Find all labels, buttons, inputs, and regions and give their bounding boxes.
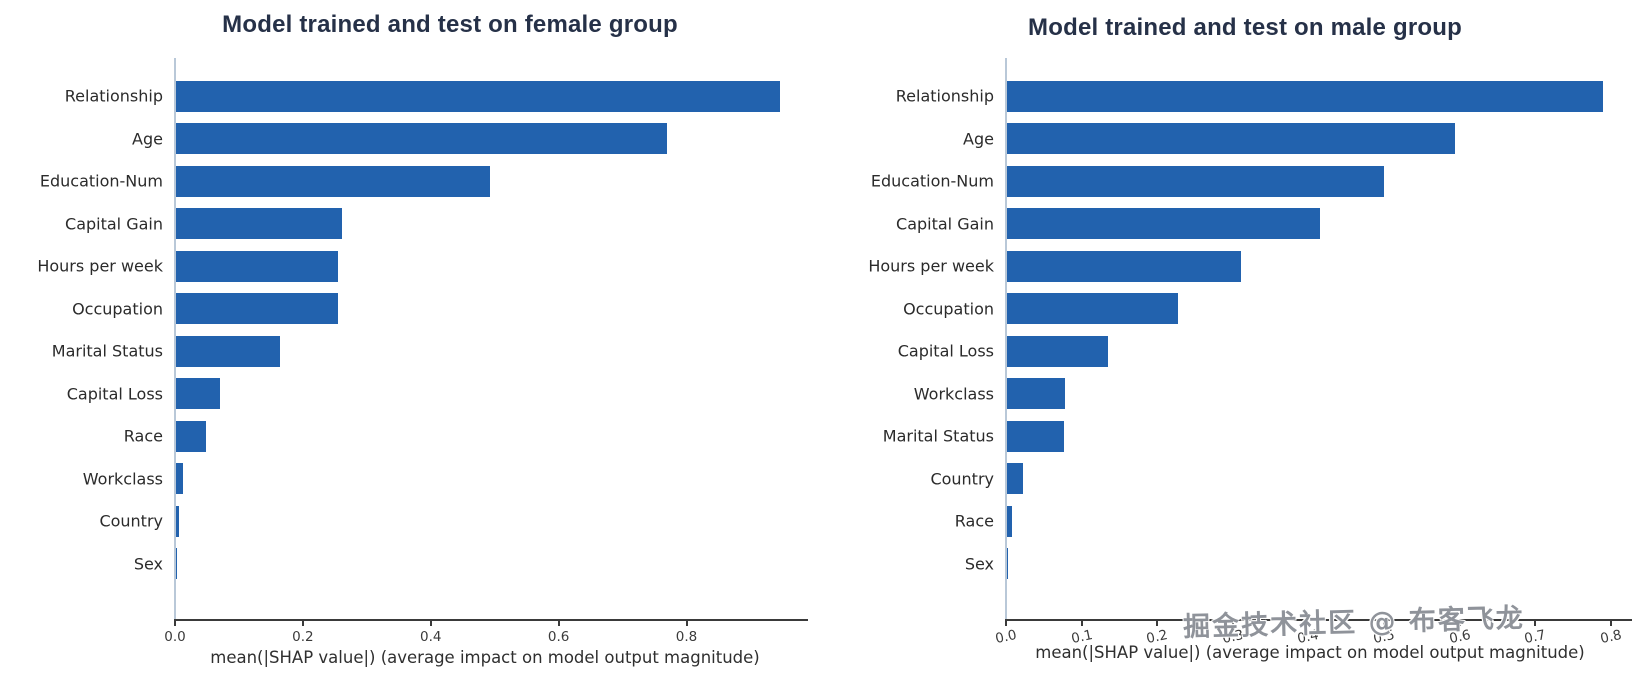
category-label-marital-status: Marital Status bbox=[882, 426, 994, 446]
category-label-relationship: Relationship bbox=[64, 86, 163, 106]
x-tick-mark bbox=[1156, 621, 1159, 626]
x-tick-label: 0.2 bbox=[292, 629, 314, 645]
bar-sex bbox=[1007, 548, 1008, 579]
category-label-capital-gain: Capital Gain bbox=[896, 214, 994, 233]
bar-marital-status bbox=[176, 335, 280, 367]
bar-relationship bbox=[176, 80, 780, 112]
x-tick-label: 0.8 bbox=[675, 629, 698, 645]
x-axis-label-male: mean(|SHAP value|) (average impact on mo… bbox=[1035, 643, 1585, 662]
bar-capital-gain bbox=[176, 208, 342, 239]
category-label-sex: Sex bbox=[964, 554, 994, 573]
x-axis-line bbox=[174, 619, 808, 621]
bar-country bbox=[1007, 463, 1023, 494]
x-tick-mark bbox=[1005, 621, 1007, 626]
category-label-capital-loss: Capital Loss bbox=[66, 384, 163, 403]
category-label-country: Country bbox=[99, 511, 163, 531]
bar-occupation bbox=[176, 293, 339, 324]
x-axis-label-female: mean(|SHAP value|) (average impact on mo… bbox=[210, 648, 760, 667]
category-label-occupation: Occupation bbox=[72, 299, 163, 318]
x-tick-label: 0.4 bbox=[420, 629, 442, 645]
x-tick-mark bbox=[1609, 621, 1612, 626]
x-tick-mark bbox=[1458, 621, 1461, 626]
category-label-sex: Sex bbox=[133, 554, 163, 573]
x-tick-mark bbox=[301, 621, 304, 626]
bar-workclass bbox=[1007, 378, 1066, 409]
x-tick-mark bbox=[557, 621, 560, 626]
x-tick-mark bbox=[1307, 621, 1310, 626]
bar-capital-loss bbox=[176, 378, 221, 409]
category-label-hours-per-week: Hours per week bbox=[868, 256, 994, 276]
category-label-race: Race bbox=[954, 511, 994, 531]
category-label-country: Country bbox=[930, 469, 994, 488]
x-tick-mark bbox=[429, 621, 432, 626]
category-label-occupation: Occupation bbox=[903, 299, 994, 318]
bar-hours-per-week bbox=[176, 250, 339, 282]
y-axis-spine bbox=[1005, 58, 1007, 620]
bar-marital-status bbox=[1007, 420, 1064, 452]
category-label-relationship: Relationship bbox=[895, 86, 994, 106]
x-tick-mark bbox=[174, 621, 176, 626]
x-tick-mark bbox=[1383, 621, 1386, 626]
category-label-workclass: Workclass bbox=[82, 469, 163, 488]
category-label-workclass: Workclass bbox=[913, 384, 994, 403]
bar-country bbox=[176, 505, 179, 537]
plot-area-male: Relationship Age Education-Num Capital Gain… bbox=[868, 58, 1632, 647]
bar-workclass bbox=[176, 463, 184, 494]
bar-capital-gain bbox=[1007, 208, 1320, 239]
y-axis-spine bbox=[174, 58, 176, 620]
bar-age bbox=[1007, 123, 1456, 154]
category-label-marital-status: Marital Status bbox=[51, 341, 163, 361]
category-label-education-num: Education-Num bbox=[870, 171, 994, 191]
bar-education-num bbox=[176, 165, 490, 197]
x-tick-mark bbox=[1534, 621, 1537, 626]
chart-title-female: Model trained and test on female group bbox=[222, 11, 678, 38]
category-label-hours-per-week: Hours per week bbox=[37, 256, 163, 276]
category-label-age: Age bbox=[132, 129, 163, 148]
bar-race bbox=[176, 420, 207, 452]
x-tick-mark bbox=[685, 621, 688, 626]
x-tick-label: 0.6 bbox=[547, 629, 570, 645]
category-label-education-num: Education-Num bbox=[39, 171, 163, 191]
bar-sex bbox=[176, 548, 177, 579]
bar-capital-loss bbox=[1007, 335, 1109, 367]
x-tick-mark bbox=[1080, 621, 1083, 626]
bar-race bbox=[1007, 505, 1013, 537]
x-tick-label: 0.0 bbox=[164, 629, 186, 645]
category-label-race: Race bbox=[123, 426, 163, 446]
category-label-age: Age bbox=[963, 129, 994, 148]
bar-education-num bbox=[1007, 165, 1384, 197]
x-axis-line bbox=[1005, 619, 1632, 621]
bar-age bbox=[176, 123, 668, 154]
category-label-capital-loss: Capital Loss bbox=[897, 341, 994, 361]
chart-title-male: Model trained and test on male group bbox=[1028, 14, 1462, 41]
x-tick-mark bbox=[1231, 621, 1234, 626]
category-label-capital-gain: Capital Gain bbox=[65, 214, 163, 233]
bar-hours-per-week bbox=[1007, 250, 1242, 282]
bar-relationship bbox=[1007, 80, 1603, 112]
bar-occupation bbox=[1007, 293, 1178, 324]
plot-area-female: Relationship Age Education-Num Capital Gain… bbox=[37, 58, 808, 645]
